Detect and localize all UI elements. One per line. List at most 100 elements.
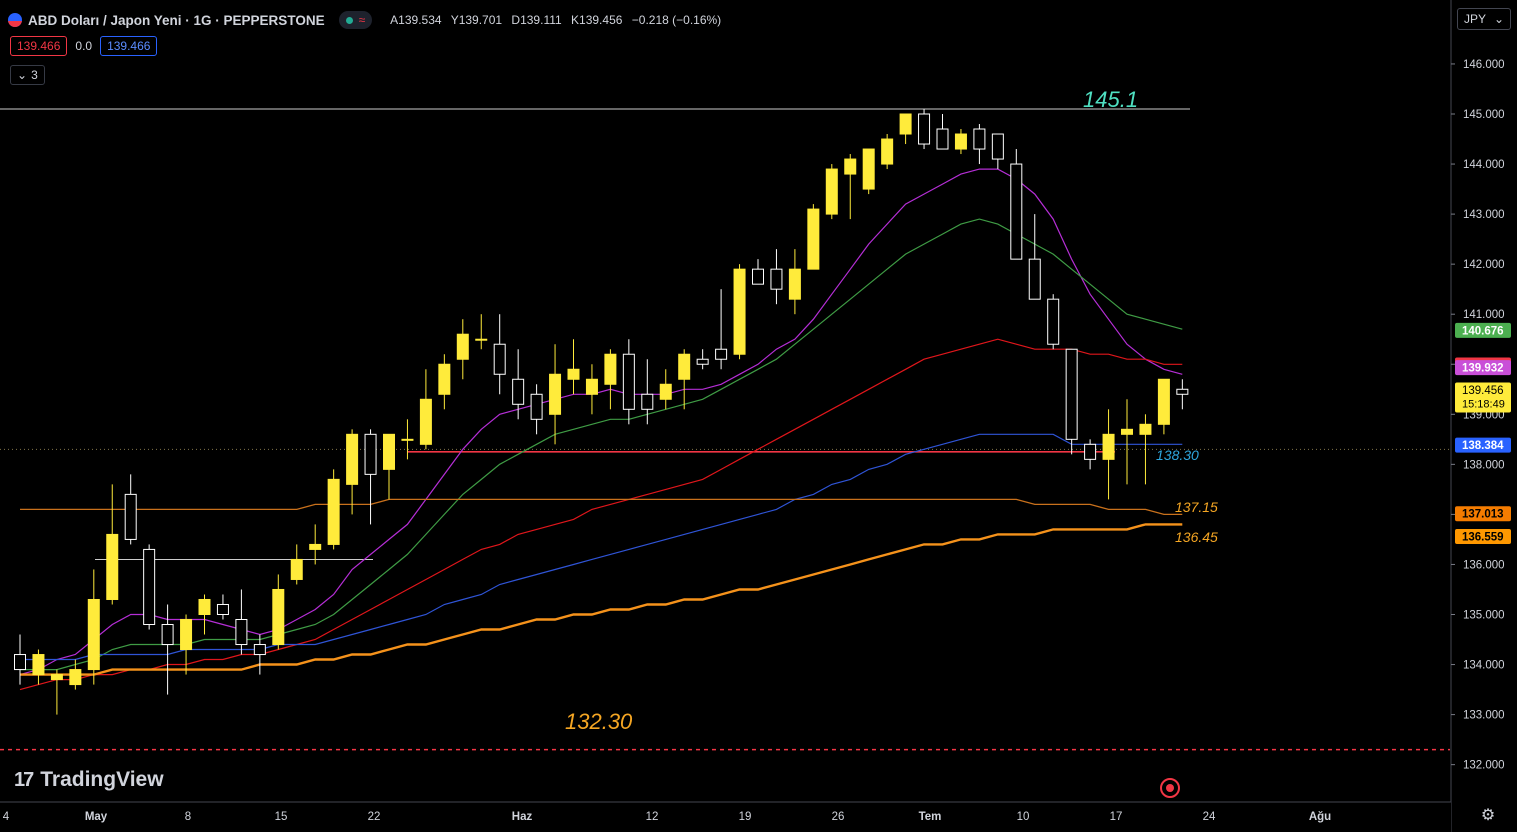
ohlc-change: −0.218 (−0.16%)	[631, 13, 722, 27]
candle-body	[1176, 388, 1189, 395]
candle	[807, 204, 820, 270]
candle	[235, 589, 248, 655]
candle-body	[1084, 443, 1097, 460]
candle	[1084, 439, 1097, 470]
symbol-title[interactable]: ABD Doları / Japon Yeni · 1G · PEPPERSTO…	[28, 12, 325, 28]
ohlc-values: A139.534 Y139.701 D139.111 K139.456 −0.2…	[390, 13, 727, 27]
market-open-dot-icon	[345, 16, 353, 24]
buy-price-button[interactable]: 139.466	[100, 36, 158, 56]
currency-button[interactable]: JPY ⌄	[1457, 8, 1511, 30]
candle-body	[346, 433, 359, 485]
go-to-realtime-icon[interactable]	[1160, 778, 1180, 798]
candle	[567, 339, 580, 395]
candle	[585, 364, 598, 415]
candle-body	[881, 138, 894, 165]
candle	[290, 544, 303, 585]
candle-body	[733, 268, 746, 355]
candle-body	[124, 493, 137, 540]
candle	[419, 369, 432, 450]
countdown-label: 15:18:49	[1462, 398, 1505, 410]
price-badge-bg	[1455, 528, 1511, 544]
price-badge-label: 139.932	[1462, 363, 1504, 375]
candle	[1176, 379, 1189, 410]
candle-body	[715, 348, 728, 360]
candle-body	[143, 548, 156, 626]
candle-body	[106, 533, 119, 600]
candle	[50, 669, 63, 715]
sell-price-button[interactable]: 139.466	[10, 36, 68, 56]
candle	[604, 349, 617, 410]
candle-body	[954, 133, 967, 150]
candle-body	[401, 438, 414, 441]
candle	[770, 249, 783, 305]
candle-body	[161, 624, 174, 646]
time-axis-bg	[0, 802, 1451, 832]
candle-body	[383, 433, 395, 470]
candle	[475, 314, 488, 350]
gear-icon[interactable]: ⚙	[1480, 807, 1496, 824]
candle-body	[1065, 348, 1078, 440]
candle	[493, 314, 506, 395]
candle	[1047, 294, 1060, 350]
candle-body	[752, 268, 764, 285]
x-tick-label: 22	[368, 811, 381, 823]
candle	[14, 634, 26, 685]
level-labels: 145.1 138.30 137.15 136.45 132.30	[565, 87, 1218, 734]
candle-body	[290, 558, 303, 580]
y-tick-label: 142.000	[1463, 259, 1505, 271]
candle-body	[825, 168, 838, 215]
indicator-row: ⌄ 3	[10, 65, 45, 85]
x-tick-label: 10	[1017, 811, 1030, 823]
candle-body	[770, 268, 783, 290]
candle	[327, 469, 340, 550]
indicators-toggle-button[interactable]: ⌄ 3	[10, 65, 45, 85]
y-tick-label: 134.000	[1463, 660, 1505, 672]
candle-body	[991, 133, 1004, 160]
level-lines	[0, 108, 1450, 751]
candle	[253, 634, 266, 675]
candle	[106, 484, 119, 605]
spread-value: 0.0	[75, 39, 93, 53]
candle-body	[862, 148, 875, 190]
candle-body	[567, 368, 580, 380]
candle	[881, 134, 894, 170]
y-tick-label: 133.000	[1463, 710, 1505, 722]
candle-body	[604, 353, 617, 385]
candle	[530, 384, 543, 435]
candle-body	[973, 128, 986, 150]
price-badge: 138.384	[1455, 437, 1511, 453]
candle-body	[696, 358, 709, 365]
y-tick-label: 143.000	[1463, 209, 1505, 221]
moving-average-line	[20, 498, 1183, 516]
candle	[456, 319, 469, 380]
moving-average-line	[20, 218, 1183, 671]
candle	[1065, 348, 1078, 455]
candle	[1028, 214, 1041, 300]
candles	[14, 108, 1189, 715]
price-badges: 140.676139.984139.932139.45615:18:49138.…	[1455, 322, 1511, 544]
price-badge: 139.932	[1455, 360, 1511, 376]
candle-body	[456, 333, 469, 360]
candle-body	[309, 543, 322, 550]
price-badge: 136.559	[1455, 528, 1511, 544]
candle	[1102, 409, 1115, 500]
y-tick-label: 145.000	[1463, 109, 1505, 121]
ohlc-high: Y139.701	[450, 13, 503, 27]
wave-icon: ≈	[358, 13, 366, 27]
price-badge-bg	[1455, 360, 1511, 376]
candle	[1010, 149, 1023, 260]
x-tick-label: 17	[1110, 811, 1123, 823]
price-badge-bg	[1455, 437, 1511, 453]
candle-body	[549, 373, 562, 415]
candle-body	[216, 603, 229, 615]
candle-body	[622, 353, 635, 410]
market-status[interactable]: ≈	[338, 11, 373, 29]
ohlc-low: D139.111	[511, 13, 562, 27]
x-tick-label: 24	[1203, 811, 1216, 823]
tradingview-logo[interactable]: 17 TradingView	[14, 768, 164, 792]
y-tick-label: 135.000	[1463, 610, 1505, 622]
candle-body	[253, 644, 266, 656]
candle	[1157, 378, 1170, 435]
